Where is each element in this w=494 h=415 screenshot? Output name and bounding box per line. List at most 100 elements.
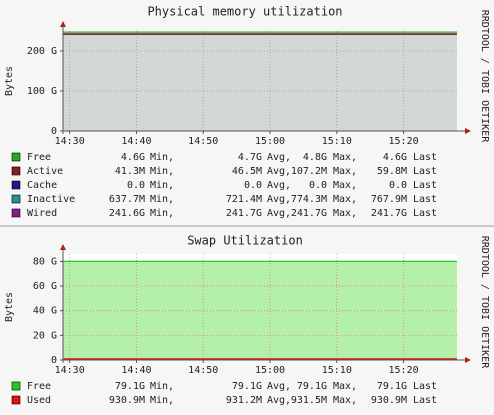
legend-stat-label: Last <box>413 395 437 406</box>
legend-stat: 79.1G <box>115 381 145 392</box>
legend-stat-label: Avg, <box>267 152 291 163</box>
x-tick-label: 14:40 <box>121 365 151 376</box>
legend-stat-label: Min, <box>150 166 174 177</box>
legend-stat: 930.9M <box>371 395 407 406</box>
legend-stat-label: Last <box>413 152 437 163</box>
legend-stat: 59.8M <box>377 166 407 177</box>
legend-stat-label: Last <box>413 166 437 177</box>
legend-stat: 241.7G <box>371 208 407 219</box>
legend-stat-label: Max, <box>333 180 357 191</box>
axis-arrow <box>465 357 471 363</box>
legend-swatch <box>11 194 21 204</box>
x-tick-label: 15:10 <box>322 365 352 376</box>
legend-stat: 79.1G <box>232 381 262 392</box>
legend-stat-label: Max, <box>333 208 357 219</box>
x-tick-label: 14:30 <box>55 365 85 376</box>
legend-stat-label: Max, <box>333 381 357 392</box>
legend-stat: 241.6G <box>109 208 145 219</box>
legend-stat-label: Avg, <box>267 194 291 205</box>
legend-label: Active <box>27 166 63 177</box>
legend-label: Wired <box>27 208 57 219</box>
x-tick-label: 15:20 <box>389 136 419 147</box>
legend-stat: 241.7G <box>226 208 262 219</box>
legend-stat-label: Min, <box>150 381 174 392</box>
legend-stat: 0.0 <box>309 180 327 191</box>
chart-title: Swap Utilization <box>187 234 303 248</box>
legend-stat-label: Max, <box>333 194 357 205</box>
legend-stat-label: Min, <box>150 152 174 163</box>
legend-label: Free <box>27 381 51 392</box>
y-tick-label: 100 G <box>27 86 57 97</box>
x-tick-label: 14:40 <box>121 136 151 147</box>
legend-swatch <box>11 180 21 190</box>
legend-stat-label: Min, <box>150 208 174 219</box>
legend-stat-label: Min, <box>150 194 174 205</box>
legend-stat-label: Avg, <box>267 208 291 219</box>
legend-stat: 241.7G <box>291 208 327 219</box>
legend-swatch <box>11 381 21 391</box>
y-tick-label: 0 <box>51 355 57 366</box>
legend-stat: 79.1G <box>297 381 327 392</box>
legend-stat: 107.2M <box>291 166 327 177</box>
y-tick-label: 60 G <box>33 281 57 292</box>
legend-stat-label: Max, <box>333 152 357 163</box>
legend-swatch <box>11 152 21 162</box>
legend-stat: 0.0 <box>389 180 407 191</box>
legend-stat: 0.0 <box>244 180 262 191</box>
y-tick-label: 20 G <box>33 330 57 341</box>
legend-stat: 931.2M <box>226 395 262 406</box>
legend-stat-label: Last <box>413 381 437 392</box>
area <box>63 34 457 131</box>
legend-stat-label: Max, <box>333 395 357 406</box>
y-tick-label: 40 G <box>33 306 57 317</box>
axis-arrow <box>60 21 66 27</box>
x-tick-label: 14:30 <box>55 136 85 147</box>
x-tick-label: 15:00 <box>255 365 285 376</box>
legend-stat-label: Avg, <box>267 395 291 406</box>
legend-stat: 79.1G <box>377 381 407 392</box>
legend-stat: 4.6G <box>121 152 145 163</box>
legend-stat: 774.3M <box>291 194 327 205</box>
legend-stat: 4.6G <box>383 152 407 163</box>
legend-stat: 4.8G <box>303 152 327 163</box>
x-tick-label: 14:50 <box>188 365 218 376</box>
x-tick-label: 15:20 <box>389 365 419 376</box>
legend-swatch <box>11 166 21 176</box>
legend-stat-label: Min, <box>150 395 174 406</box>
legend-stat: 767.9M <box>371 194 407 205</box>
y-tick-label: 80 G <box>33 256 57 267</box>
legend-stat-label: Avg, <box>267 381 291 392</box>
legend-stat: 4.7G <box>238 152 262 163</box>
y-axis-label: Bytes <box>4 292 15 322</box>
legend-swatch <box>11 395 21 405</box>
legend-stat: 931.5M <box>291 395 327 406</box>
legend-stat: 637.7M <box>109 194 145 205</box>
legend-stat-label: Last <box>413 208 437 219</box>
legend-label: Cache <box>27 180 57 191</box>
watermark: RRDTOOL / TOBI OETIKER <box>479 10 490 143</box>
y-tick-label: 200 G <box>27 46 57 57</box>
legend-stat-label: Max, <box>333 166 357 177</box>
legend-stat-label: Avg, <box>267 180 291 191</box>
legend-swatch <box>11 208 21 218</box>
axis-arrow <box>465 128 471 134</box>
legend-stat: 46.5M <box>232 166 262 177</box>
legend-stat: 721.4M <box>226 194 262 205</box>
axis-arrow <box>60 244 66 250</box>
legend-stat-label: Avg, <box>267 166 291 177</box>
legend-stat-label: Last <box>413 194 437 205</box>
watermark: RRDTOOL / TOBI OETIKER <box>479 236 490 369</box>
legend-stat-label: Min, <box>150 180 174 191</box>
legend-stat: 0.0 <box>127 180 145 191</box>
area <box>63 261 457 359</box>
legend-stat: 930.9M <box>109 395 145 406</box>
legend-label: Inactive <box>27 194 75 205</box>
legend-label: Used <box>27 395 51 406</box>
y-tick-label: 0 <box>51 126 57 137</box>
x-tick-label: 15:00 <box>255 136 285 147</box>
chart-title: Physical memory utilization <box>147 5 342 19</box>
x-tick-label: 14:50 <box>188 136 218 147</box>
legend-label: Free <box>27 152 51 163</box>
legend-stat-label: Last <box>413 180 437 191</box>
